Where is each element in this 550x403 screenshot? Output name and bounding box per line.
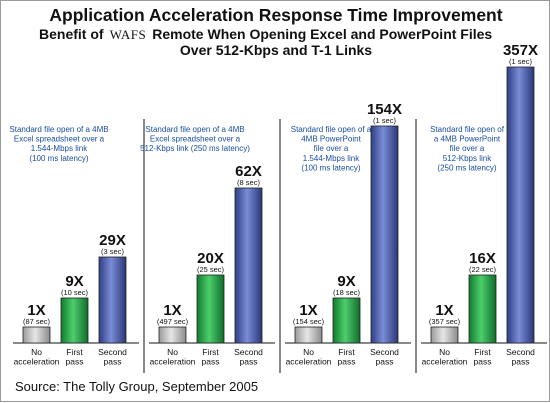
wafs-logo: WAFS — [109, 27, 147, 42]
x-tick-label: First — [474, 347, 491, 357]
chart-annotation-line: a 4MB PowerPoint — [434, 135, 501, 144]
bar-first-pass — [196, 274, 225, 344]
chart-annotation-line: 1.544-Mbps link — [303, 154, 360, 163]
bar-first-pass — [332, 297, 361, 344]
x-tick-label: pass — [338, 357, 356, 367]
chart-annotation-line: (250 ms latency) — [437, 163, 496, 172]
chart-annotation-line: file over a — [450, 144, 485, 153]
chart-annotation-line: Standard file open of a — [291, 125, 372, 134]
x-tick-label: pass — [202, 357, 220, 367]
source-note: Source: The Tolly Group, September 2005 — [15, 379, 259, 394]
x-tick-label: Second — [506, 347, 535, 357]
time-label: (3 sec) — [101, 247, 124, 256]
x-tick-label: acceleration — [286, 357, 332, 367]
time-label: (25 sec) — [197, 265, 225, 274]
chart-annotation-line: (100 ms latency) — [301, 163, 360, 172]
x-tick-label: No — [439, 347, 450, 357]
time-label: (497 sec) — [157, 317, 189, 326]
chart-subtitle-line-2: Over 512-Kbps and T-1 Links — [179, 42, 373, 58]
chart-annotation-line: 4MB PowerPoint — [301, 135, 361, 144]
time-label: (18 sec) — [333, 288, 361, 297]
x-tick-label: No — [31, 347, 42, 357]
bar-first-pass — [468, 274, 497, 344]
time-label: (357 sec) — [429, 317, 461, 326]
time-label: (8 sec) — [237, 178, 260, 187]
chart-annotation-line: Standard file open of a 4MB — [145, 125, 244, 134]
chart-annotation-line: Excel spreadsheet over a — [14, 135, 105, 144]
x-tick-label: acceleration — [422, 357, 468, 367]
bar-second-pass — [370, 125, 399, 344]
bar-no-acceleration — [158, 326, 187, 344]
bar-second-pass — [98, 256, 127, 344]
x-tick-label: Second — [98, 347, 127, 357]
data-label: 1X — [299, 302, 317, 319]
time-label: (22 sec) — [469, 265, 497, 274]
time-label: (87 sec) — [23, 317, 51, 326]
x-tick-label: acceleration — [150, 357, 196, 367]
x-tick-label: No — [303, 347, 314, 357]
time-label: (1 sec) — [509, 57, 532, 66]
data-label: 1X — [163, 302, 181, 319]
data-label: 1X — [27, 302, 45, 319]
data-label: 29X — [99, 232, 126, 249]
bar-no-acceleration — [294, 326, 323, 344]
chart-annotation-line: file over a — [314, 144, 349, 153]
chart-annotation-line: Excel spreadsheet over a — [150, 135, 241, 144]
chart-annotation-line: Standard file open of a 4MB — [9, 125, 108, 134]
time-label: (1 sec) — [373, 116, 396, 125]
data-label: 154X — [367, 101, 402, 118]
bar-no-acceleration — [430, 326, 459, 344]
bar-no-acceleration — [22, 326, 51, 344]
data-label: 9X — [65, 273, 83, 290]
bar-second-pass — [234, 187, 263, 344]
x-tick-label: pass — [66, 357, 84, 367]
data-label: 9X — [337, 273, 355, 290]
x-tick-label: pass — [240, 357, 258, 367]
chart-annotation-line: 512-Kbps link — [443, 154, 492, 163]
data-label: 62X — [235, 163, 262, 180]
x-tick-label: pass — [376, 357, 394, 367]
data-label: 16X — [469, 250, 496, 267]
subtitle-rest: Remote When Opening Excel and PowerPoint… — [152, 26, 493, 42]
data-label: 1X — [435, 302, 453, 319]
chart-annotation-line: (100 ms latency) — [29, 154, 88, 163]
chart-annotation-line: Standard file open of — [430, 125, 505, 134]
time-label: (154 sec) — [293, 317, 325, 326]
chart-panel-4: Standard file open ofa 4MB PowerPointfil… — [421, 42, 547, 367]
x-tick-label: Second — [234, 347, 263, 357]
data-label: 20X — [197, 250, 224, 267]
x-tick-label: Second — [370, 347, 399, 357]
x-tick-label: pass — [512, 357, 530, 367]
x-tick-label: pass — [474, 357, 492, 367]
x-tick-label: No — [167, 347, 178, 357]
chart-subtitle-line-1: Benefit of WAFS Remote When Opening Excel … — [39, 26, 492, 43]
x-tick-label: First — [66, 347, 83, 357]
chart-title: Application Acceleration Response Time I… — [49, 5, 503, 25]
bar-first-pass — [60, 297, 89, 344]
subtitle-prefix: Benefit of — [39, 26, 104, 42]
data-label: 357X — [503, 42, 538, 59]
chart-annotation-line: 512-Kbps link (250 ms latency) — [140, 144, 250, 153]
x-tick-label: pass — [104, 357, 122, 367]
time-label: (10 sec) — [61, 288, 89, 297]
bar-second-pass — [506, 66, 535, 344]
chart-annotation-line: 1.544-Mbps link — [31, 144, 88, 153]
x-tick-label: First — [202, 347, 219, 357]
x-tick-label: First — [338, 347, 355, 357]
x-tick-label: acceleration — [14, 357, 60, 367]
